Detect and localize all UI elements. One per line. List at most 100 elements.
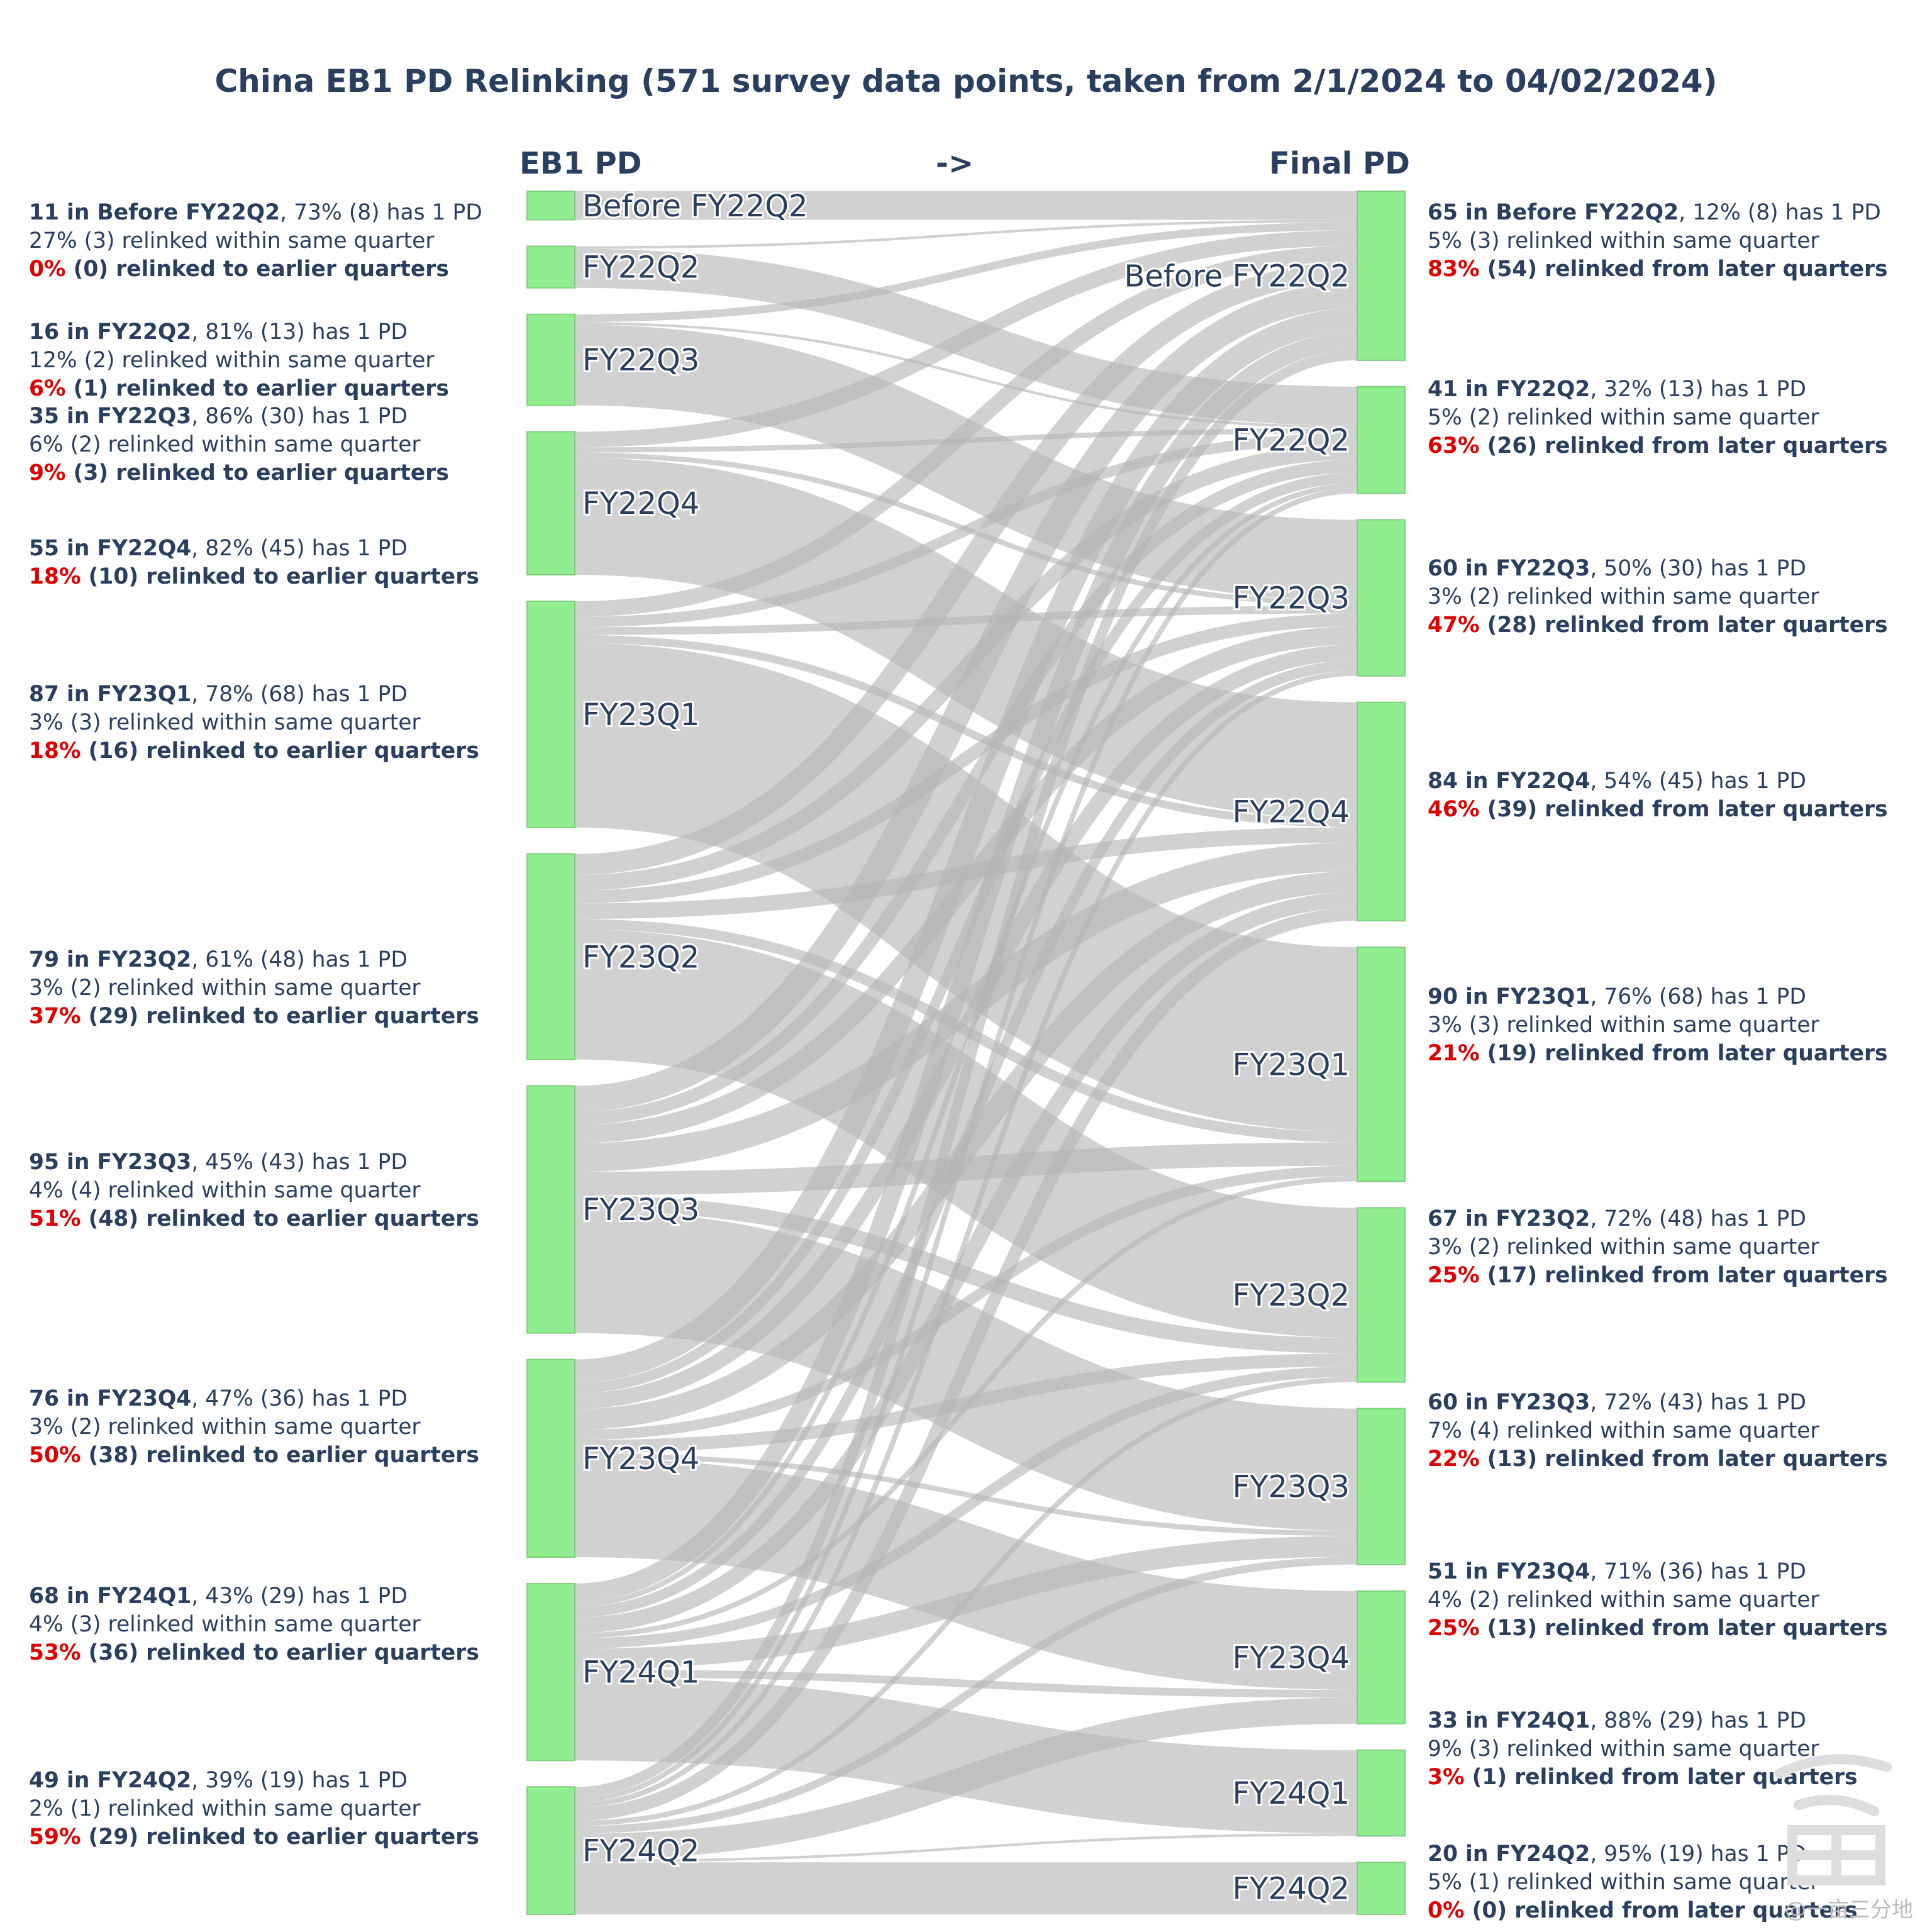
note-same-quarter: 3% (2) relinked within same quarter [29, 975, 421, 1001]
note-count: 84 in FY22Q4 [1428, 769, 1591, 794]
sankey-link-5 [574, 325, 1358, 601]
source-node-label-0: Before FY22Q2 [582, 189, 808, 224]
sankey-link-37 [574, 482, 1358, 1607]
right-note-7: 51 in FY23Q4, 71% (36) has 1 PD 4% (2) re… [1428, 1558, 1888, 1643]
sankey-link-40 [574, 1176, 1358, 1638]
note-same-quarter: 3% (2) relinked within same quarter [1428, 584, 1819, 609]
note-percent: 21% [1428, 1041, 1480, 1066]
source-node-7 [526, 1358, 575, 1558]
source-node-1 [526, 245, 575, 289]
chart-title: China EB1 PD Relinking (571 survey data … [214, 63, 1718, 99]
note-count: 11 in Before FY22Q2 [29, 200, 280, 225]
right-note-9: 20 in FY24Q2, 95% (19) has 1 PD 5% (1) re… [1428, 1840, 1858, 1925]
note-one-pd: , 82% (45) has 1 PD [191, 536, 408, 561]
note-relink: (26) relinked from later quarters [1479, 433, 1888, 458]
right-note-8: 33 in FY24Q1, 88% (29) has 1 PD 9% (3) re… [1428, 1707, 1858, 1792]
note-percent: 25% [1428, 1616, 1480, 1641]
sankey-link-51 [574, 1697, 1358, 1860]
note-same-quarter: 5% (2) relinked within same quarter [1428, 405, 1819, 430]
note-one-pd: , 45% (43) has 1 PD [191, 1150, 408, 1175]
note-percent: 9% [29, 460, 66, 486]
note-one-pd: , 61% (48) has 1 PD [191, 947, 408, 972]
source-node-9 [526, 1786, 575, 1915]
sankey-link-15 [574, 261, 1358, 875]
note-one-pd: , 32% (13) has 1 PD [1590, 377, 1806, 402]
right-note-5: 67 in FY23Q2, 72% (48) has 1 PD 3% (2) re… [1428, 1205, 1888, 1290]
note-one-pd: , 71% (36) has 1 PD [1590, 1559, 1806, 1584]
right-column-header: Final PD [1269, 146, 1410, 181]
sankey-link-32 [574, 1165, 1358, 1440]
target-node-1 [1357, 386, 1406, 494]
target-node-3 [1357, 701, 1406, 922]
sankey-link-46 [574, 488, 1358, 1803]
source-node-5 [526, 853, 575, 1060]
source-node-label-8: FY24Q1 [582, 1655, 699, 1690]
sankey-link-3 [574, 222, 1358, 323]
note-percent: 83% [1428, 257, 1480, 282]
source-node-8 [526, 1583, 575, 1762]
note-percent: 3% [1428, 1765, 1465, 1790]
target-node-label-4: FY23Q1 [1233, 1047, 1350, 1082]
note-percent: 51% [29, 1206, 81, 1231]
sankey-link-50 [574, 1557, 1358, 1834]
note-percent: 50% [29, 1443, 81, 1468]
source-node-label-6: FY23Q3 [582, 1192, 699, 1228]
sankey-link-6 [574, 230, 1358, 448]
note-same-quarter: 9% (3) relinked within same quarter [1428, 1736, 1819, 1762]
note-count: 33 in FY24Q1 [1428, 1708, 1591, 1733]
note-same-quarter: 7% (4) relinked within same quarter [1428, 1418, 1819, 1443]
left-note-8: 68 in FY24Q1, 43% (29) has 1 PD 4% (3) re… [29, 1582, 479, 1667]
left-note-9: 49 in FY24Q2, 39% (19) has 1 PD 2% (1) re… [29, 1767, 479, 1852]
left-note-7: 76 in FY23Q4, 47% (36) has 1 PD 3% (2) re… [29, 1385, 479, 1470]
note-count: 35 in FY22Q3 [29, 404, 192, 429]
sankey-link-16 [574, 443, 1358, 891]
note-same-quarter: 3% (2) relinked within same quarter [29, 1414, 421, 1440]
note-one-pd: , 72% (48) has 1 PD [1590, 1206, 1806, 1231]
target-node-label-6: FY23Q3 [1233, 1470, 1350, 1505]
note-same-quarter: 3% (3) relinked within same quarter [29, 710, 421, 735]
note-same-quarter: 5% (3) relinked within same quarter [1428, 228, 1819, 253]
note-same-quarter: 2% (1) relinked within same quarter [29, 1796, 421, 1821]
note-relink: (1) relinked to earlier quarters [65, 376, 449, 401]
note-same-quarter: 12% (2) relinked within same quarter [29, 348, 435, 373]
note-same-quarter: 4% (2) relinked within same quarter [1428, 1587, 1819, 1613]
note-same-quarter: 4% (4) relinked within same quarter [29, 1178, 421, 1203]
right-note-3: 84 in FY22Q4, 54% (45) has 1 PD 46% (39) … [1428, 767, 1888, 824]
note-count: 16 in FY22Q2 [29, 319, 192, 345]
note-relink: (10) relinked to earlier quarters [80, 564, 479, 589]
target-node-9 [1357, 1862, 1406, 1916]
right-note-1: 41 in FY22Q2, 32% (13) has 1 PD 5% (2) re… [1428, 375, 1888, 460]
source-node-label-1: FY22Q2 [582, 250, 699, 286]
note-relink: (38) relinked to earlier quarters [80, 1443, 479, 1468]
sankey-link-12 [574, 605, 1358, 635]
note-relink: (39) relinked from later quarters [1479, 797, 1888, 822]
target-node-2 [1357, 519, 1406, 677]
target-node-7 [1357, 1590, 1406, 1724]
left-note-0: 11 in Before FY22Q2, 73% (8) has 1 PD 27%… [29, 199, 482, 284]
left-note-4: 87 in FY23Q1, 78% (68) has 1 PD 3% (3) re… [29, 680, 479, 765]
source-node-label-3: FY22Q4 [582, 486, 699, 521]
sankey-link-34 [574, 1453, 1358, 1536]
note-percent: 25% [1428, 1263, 1480, 1288]
note-percent: 0% [29, 257, 66, 282]
note-percent: 53% [29, 1640, 81, 1665]
column-arrow: -> [936, 146, 974, 181]
note-same-quarter: 3% (2) relinked within same quarter [1428, 1235, 1819, 1260]
note-count: 65 in Before FY22Q2 [1428, 200, 1679, 225]
sankey-link-22 [574, 459, 1358, 1125]
source-node-6 [526, 1085, 575, 1334]
sankey-link-43 [574, 1669, 1358, 1698]
left-column-header: EB1 PD [519, 146, 642, 181]
target-node-label-9: FY24Q2 [1233, 1872, 1350, 1907]
left-note-3: 55 in FY22Q4, 82% (45) has 1 PD 18% (10) … [29, 535, 479, 591]
sankey-link-21 [574, 282, 1358, 1113]
note-relink: (16) relinked to earlier quarters [80, 738, 479, 763]
note-count: 67 in FY23Q2 [1428, 1206, 1591, 1231]
note-relink: (13) relinked from later quarters [1479, 1446, 1888, 1472]
note-one-pd: , 72% (43) has 1 PD [1590, 1390, 1806, 1415]
note-percent: 6% [29, 376, 66, 401]
note-percent: 22% [1428, 1446, 1480, 1472]
sankey-link-30 [574, 645, 1358, 1409]
